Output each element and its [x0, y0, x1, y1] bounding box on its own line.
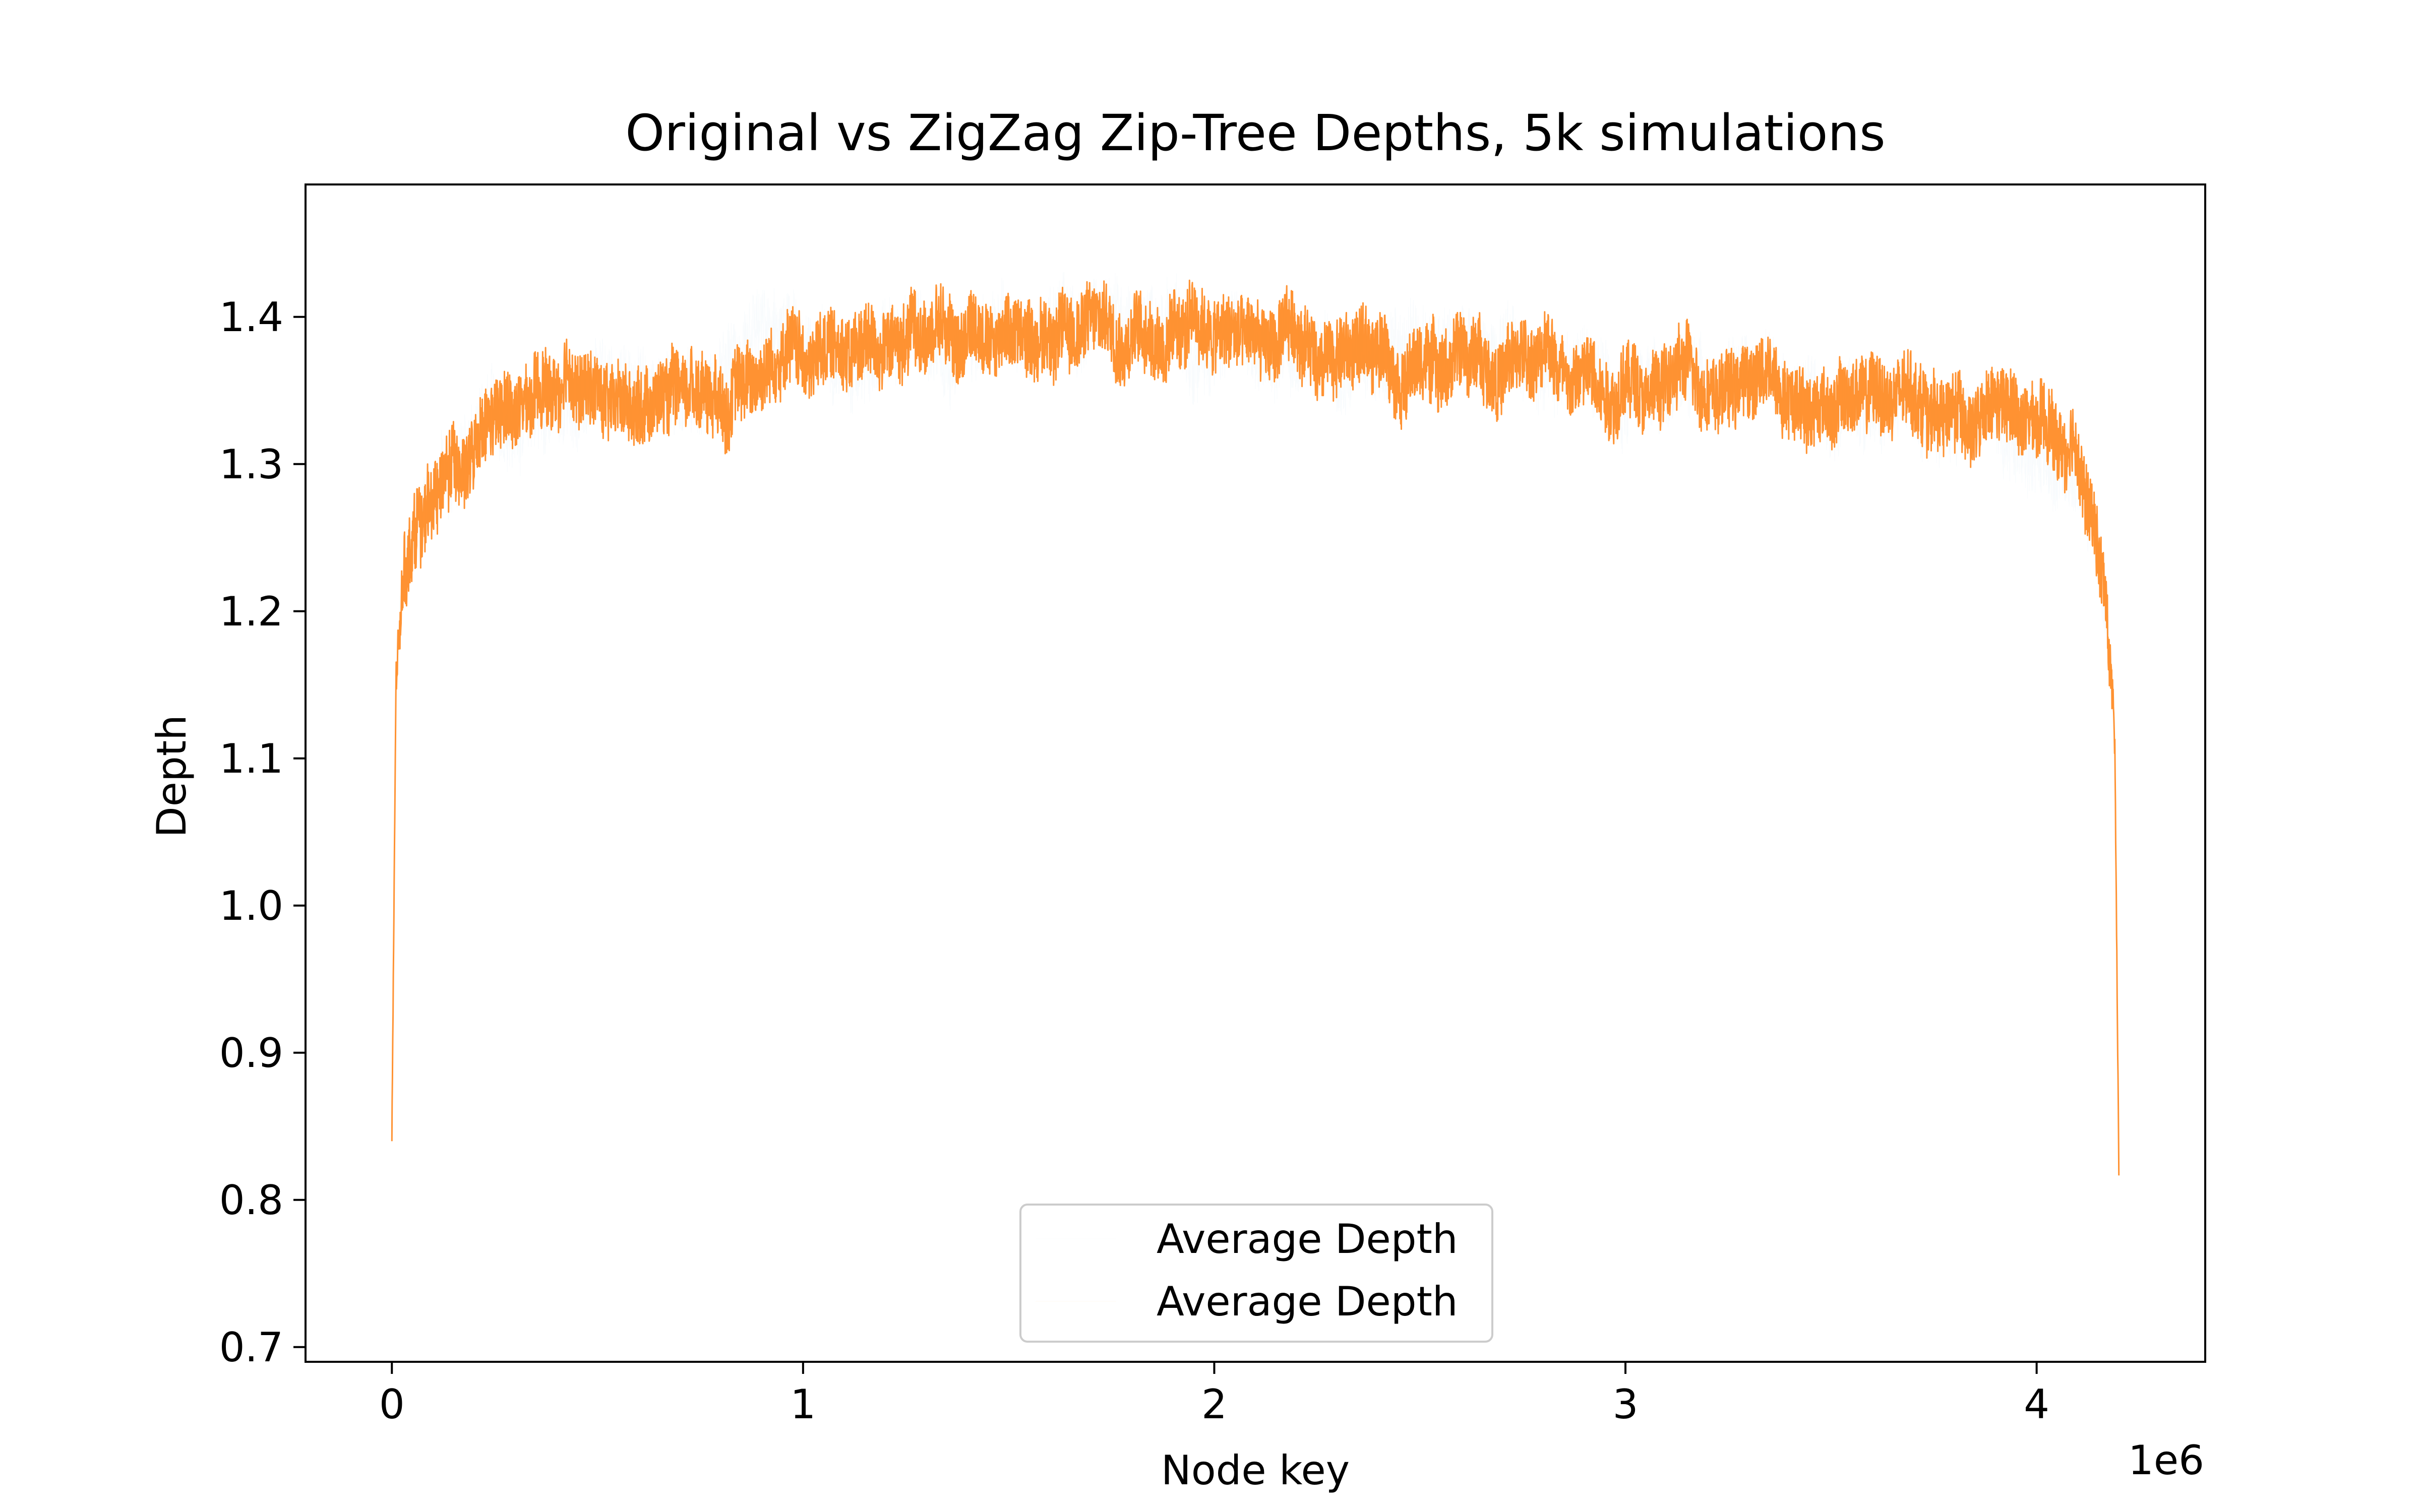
x-tick-label: 0: [379, 1381, 405, 1428]
data-point: [1748, 375, 1749, 376]
data-point: [556, 405, 557, 406]
data-point: [1954, 412, 1955, 413]
data-point: [720, 375, 721, 376]
plot-frame: [305, 183, 2206, 1363]
y-tick-label: 0.9: [219, 1030, 283, 1077]
data-point: [1255, 346, 1256, 347]
series-layer: [391, 279, 2120, 1176]
legend-label-0: Average Depth: [1157, 1216, 1458, 1263]
x-tick-label: 1: [790, 1381, 816, 1428]
x-tick-label: 2: [1201, 1381, 1227, 1428]
y-tick-label: 0.8: [219, 1177, 283, 1224]
data-point: [1378, 346, 1379, 347]
x-tick-label: 3: [1613, 1381, 1639, 1428]
legend-box: [1019, 1204, 1493, 1343]
y-tick-label: 1.4: [219, 294, 283, 341]
data-point: [1625, 375, 1626, 376]
y-tick-label: 1.2: [219, 588, 283, 635]
data-point: [1666, 375, 1667, 376]
x-offset-label: 1e6: [2128, 1437, 2204, 1484]
chart-title: Original vs ZigZag Zip-Tree Depths, 5k s…: [625, 104, 1886, 162]
x-axis-label: Node key: [1161, 1447, 1350, 1494]
legend: Average Depth Average Depth: [1019, 1204, 1493, 1343]
y-tick-label: 1.1: [219, 735, 283, 782]
y-tick-label: 0.7: [219, 1324, 283, 1371]
data-point: [1584, 368, 1585, 369]
data-point: [638, 390, 639, 391]
data-point: [2036, 434, 2037, 435]
data-point: [1296, 346, 1297, 347]
series-1: [391, 279, 2120, 1176]
legend-label-1: Average Depth: [1157, 1278, 1458, 1325]
series-line: [391, 279, 2120, 1176]
y-tick-label: 1.3: [219, 441, 283, 488]
y-axis-label: Depth: [148, 715, 195, 838]
y-tick-label: 1.0: [219, 883, 283, 929]
x-axis: 0 1 2 3 4: [379, 1362, 2049, 1428]
y-axis: 0.7 0.8 0.9 1.0 1.1 1.2 1.3 1.4: [219, 294, 306, 1371]
x-tick-label: 4: [2024, 1381, 2049, 1428]
